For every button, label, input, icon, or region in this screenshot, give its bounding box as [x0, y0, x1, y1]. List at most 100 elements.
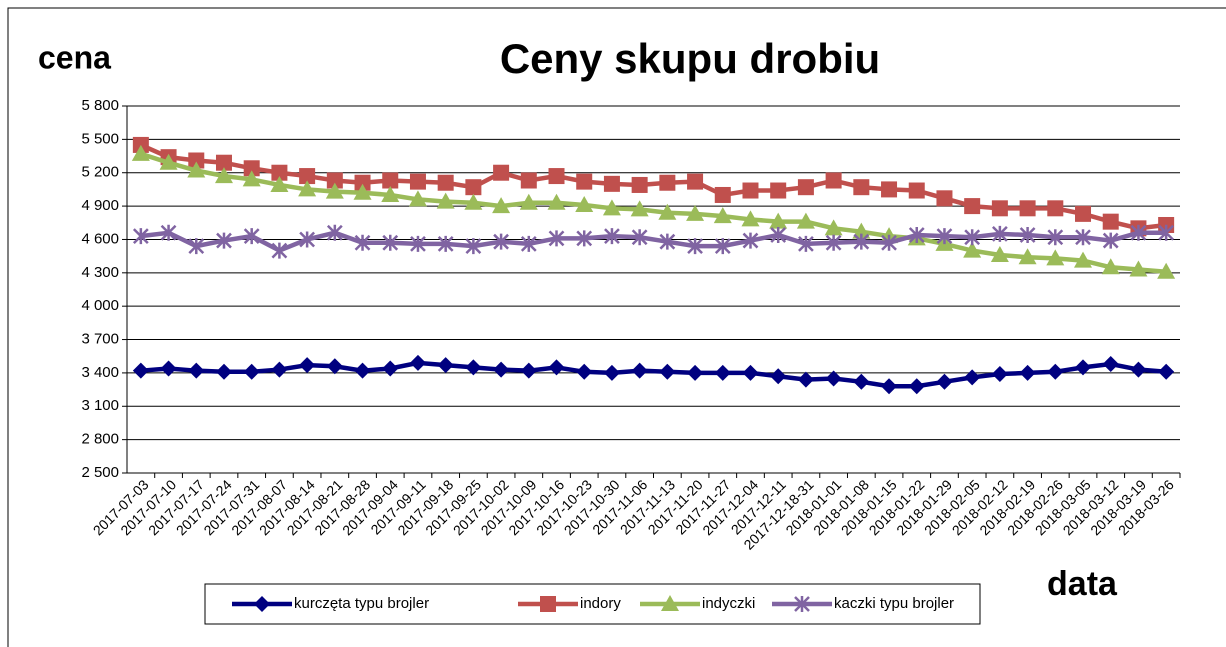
- point: [437, 235, 454, 252]
- point: [382, 234, 399, 251]
- point: [1047, 200, 1064, 217]
- point: [493, 164, 510, 181]
- point: [714, 238, 731, 255]
- point: [742, 232, 759, 249]
- point: [770, 182, 787, 199]
- y-tick-label: 4 600: [81, 230, 119, 247]
- series-line: [140, 151, 1167, 274]
- point: [1018, 248, 1037, 265]
- point: [1019, 227, 1036, 244]
- point: [908, 378, 925, 395]
- point: [1102, 232, 1119, 249]
- point: [214, 167, 233, 184]
- point: [299, 357, 316, 374]
- point: [796, 212, 815, 229]
- point: [465, 238, 482, 255]
- point: [881, 234, 897, 251]
- y-tick-label: 2 800: [81, 431, 119, 448]
- point: [1074, 251, 1093, 268]
- point: [1157, 262, 1176, 279]
- point: [964, 198, 981, 215]
- point: [824, 219, 843, 236]
- y-tick-label: 5 200: [81, 164, 119, 181]
- point: [659, 174, 676, 191]
- point: [409, 173, 426, 190]
- point: [936, 190, 953, 207]
- point: [936, 228, 953, 245]
- point: [160, 224, 177, 241]
- point: [825, 370, 842, 387]
- legend-marker: [540, 596, 556, 612]
- point: [132, 228, 149, 245]
- point: [687, 173, 704, 190]
- y-tick-label: 3 100: [81, 397, 119, 414]
- point: [243, 228, 260, 245]
- point: [409, 354, 426, 371]
- point: [1129, 260, 1148, 277]
- point: [658, 203, 677, 220]
- point: [853, 373, 870, 390]
- point: [659, 233, 676, 250]
- point: [770, 368, 787, 385]
- point: [853, 233, 870, 250]
- point: [713, 207, 732, 224]
- point: [1047, 229, 1064, 246]
- y-tick-label: 4 300: [81, 264, 119, 281]
- point: [991, 366, 1008, 383]
- point: [742, 182, 759, 199]
- point: [630, 200, 649, 217]
- point: [1075, 229, 1091, 246]
- point: [963, 241, 982, 258]
- point: [659, 363, 676, 380]
- point: [576, 230, 593, 247]
- point: [964, 369, 981, 386]
- point: [687, 238, 703, 255]
- point: [1101, 258, 1120, 275]
- point: [271, 242, 288, 259]
- point: [188, 238, 205, 255]
- point: [465, 179, 482, 196]
- point: [825, 172, 842, 189]
- point: [797, 371, 814, 388]
- point: [908, 182, 925, 199]
- point: [714, 364, 731, 381]
- point: [436, 192, 455, 209]
- point: [853, 179, 870, 196]
- point: [382, 172, 399, 189]
- point: [325, 182, 344, 199]
- point: [215, 363, 232, 380]
- point: [576, 363, 593, 380]
- y-tick-label: 3 400: [81, 364, 119, 381]
- point: [1019, 364, 1036, 381]
- legend-box: [204, 583, 981, 625]
- point: [326, 224, 343, 241]
- point: [215, 154, 232, 171]
- point: [1019, 200, 1036, 217]
- point: [493, 233, 509, 250]
- point: [354, 362, 371, 379]
- point: [159, 153, 178, 170]
- point: [326, 358, 343, 375]
- point: [243, 160, 260, 177]
- point: [216, 232, 232, 249]
- point: [1130, 224, 1147, 241]
- point: [381, 185, 400, 202]
- point: [964, 229, 981, 246]
- point: [326, 172, 343, 189]
- y-tick-label: 4 900: [81, 197, 119, 214]
- y-tick-label: 4 000: [81, 297, 119, 314]
- point: [382, 360, 399, 377]
- point: [687, 364, 704, 381]
- point: [797, 179, 814, 196]
- point: [465, 359, 482, 376]
- point: [603, 175, 620, 192]
- point: [1158, 224, 1175, 241]
- y-tick-label: 5 500: [81, 130, 119, 147]
- point: [686, 204, 705, 221]
- point: [548, 359, 565, 376]
- y-tick-label: 2 500: [81, 464, 119, 481]
- legend-label: indyczki: [702, 595, 755, 612]
- point: [1075, 359, 1092, 376]
- point: [825, 234, 842, 251]
